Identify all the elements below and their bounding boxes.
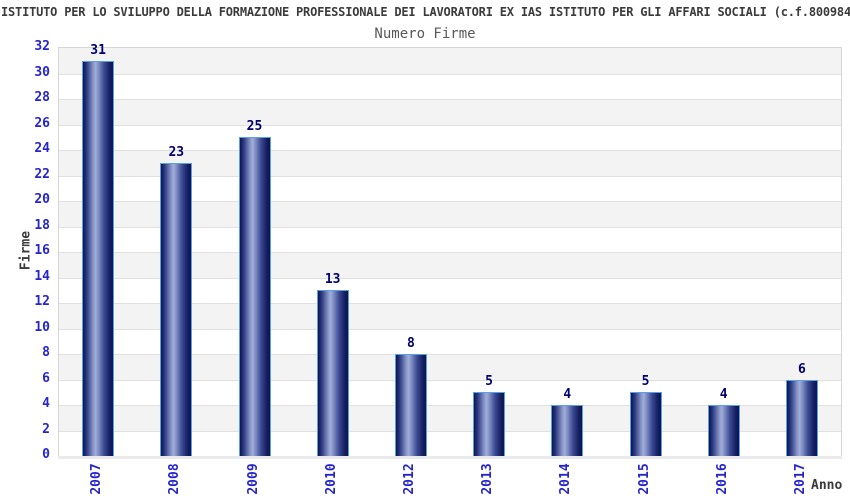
gridline <box>59 150 841 151</box>
bar-value-label: 8 <box>406 336 415 351</box>
bar <box>394 354 427 456</box>
bar-value-label: 5 <box>485 374 493 390</box>
gridline <box>59 303 841 304</box>
gridline <box>59 277 841 279</box>
bar <box>316 290 349 456</box>
x-tick-label: 2008 <box>167 463 183 495</box>
grid-band <box>59 124 841 150</box>
y-tick-label: 22 <box>34 166 50 182</box>
x-tick-label: 2012 <box>401 463 417 495</box>
plot-area: 31 23 25 13 8 5 4 5 4 6 <box>58 43 842 459</box>
y-tick-label: 20 <box>34 192 50 207</box>
bar <box>707 405 740 456</box>
y-tick-label: 10 <box>34 319 50 335</box>
y-tick-label: 2 <box>42 421 50 437</box>
y-tick-label: 16 <box>34 243 50 258</box>
y-tick-label: 32 <box>34 39 50 54</box>
gridline <box>59 99 841 100</box>
x-tick-label: 2014 <box>558 463 574 495</box>
bar-value-label: 31 <box>90 42 106 58</box>
x-tick-label: 2010 <box>323 463 339 495</box>
grid-band <box>59 48 841 74</box>
gridline <box>59 252 841 253</box>
bar-value-label: 4 <box>563 387 572 402</box>
gridline <box>59 354 841 355</box>
gridline <box>59 226 841 228</box>
y-tick-label: 30 <box>34 64 50 80</box>
y-tick-label: 12 <box>34 294 50 309</box>
y-tick-label: 24 <box>34 141 50 156</box>
gridline <box>59 73 841 75</box>
y-tick-label: 28 <box>34 90 50 105</box>
y-tick-label: 18 <box>34 217 50 233</box>
gridline <box>59 379 841 381</box>
x-tick-label: 2009 <box>245 463 261 495</box>
bar-value-label: 13 <box>324 272 341 288</box>
gridline <box>59 201 841 202</box>
y-tick-label: 26 <box>34 115 50 131</box>
y-tick-label: 0 <box>42 447 50 462</box>
grid-band <box>59 73 841 99</box>
gridline <box>59 328 841 330</box>
bar-value-label: 4 <box>719 387 728 402</box>
gridline <box>59 430 841 432</box>
x-tick-label: 2017 <box>792 463 808 495</box>
bar-value-label: 23 <box>168 144 185 160</box>
bar <box>238 137 271 456</box>
x-tick-label: 2007 <box>89 463 105 495</box>
bar <box>82 60 115 456</box>
gridline <box>59 175 841 177</box>
chart-title: ISTITUTO PER LO SVILUPPO DELLA FORMAZION… <box>1 5 850 19</box>
x-tick-label: 2015 <box>636 463 652 495</box>
bar-value-label: 25 <box>246 119 263 135</box>
y-tick-label: 14 <box>34 268 50 284</box>
bar <box>551 405 584 456</box>
bar <box>629 392 662 456</box>
y-tick-label: 6 <box>42 370 50 386</box>
gridline <box>59 124 841 126</box>
bar <box>473 392 506 456</box>
grid-band <box>59 99 841 125</box>
x-axis-label: Anno <box>811 478 843 493</box>
bar-value-label: 5 <box>641 374 650 390</box>
bar-value-label: 6 <box>797 361 806 377</box>
gridline <box>59 405 841 406</box>
y-tick-label: 8 <box>42 345 50 360</box>
y-tick-label: 4 <box>42 396 50 411</box>
chart-subtitle: Numero Firme <box>374 26 476 42</box>
bar <box>785 379 818 456</box>
bar <box>160 162 193 456</box>
x-tick-label: 2013 <box>480 463 496 495</box>
x-tick-label: 2016 <box>714 463 730 495</box>
